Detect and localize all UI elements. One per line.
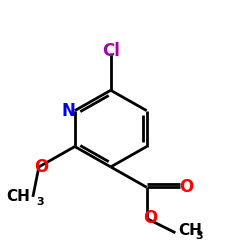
Text: O: O: [143, 210, 157, 228]
Text: CH: CH: [178, 223, 202, 238]
Text: O: O: [179, 178, 193, 196]
Text: N: N: [62, 102, 76, 120]
Text: Cl: Cl: [102, 42, 120, 60]
Text: O: O: [34, 158, 48, 176]
Text: CH: CH: [6, 189, 30, 204]
Text: 3: 3: [196, 231, 203, 241]
Text: 3: 3: [36, 197, 44, 207]
